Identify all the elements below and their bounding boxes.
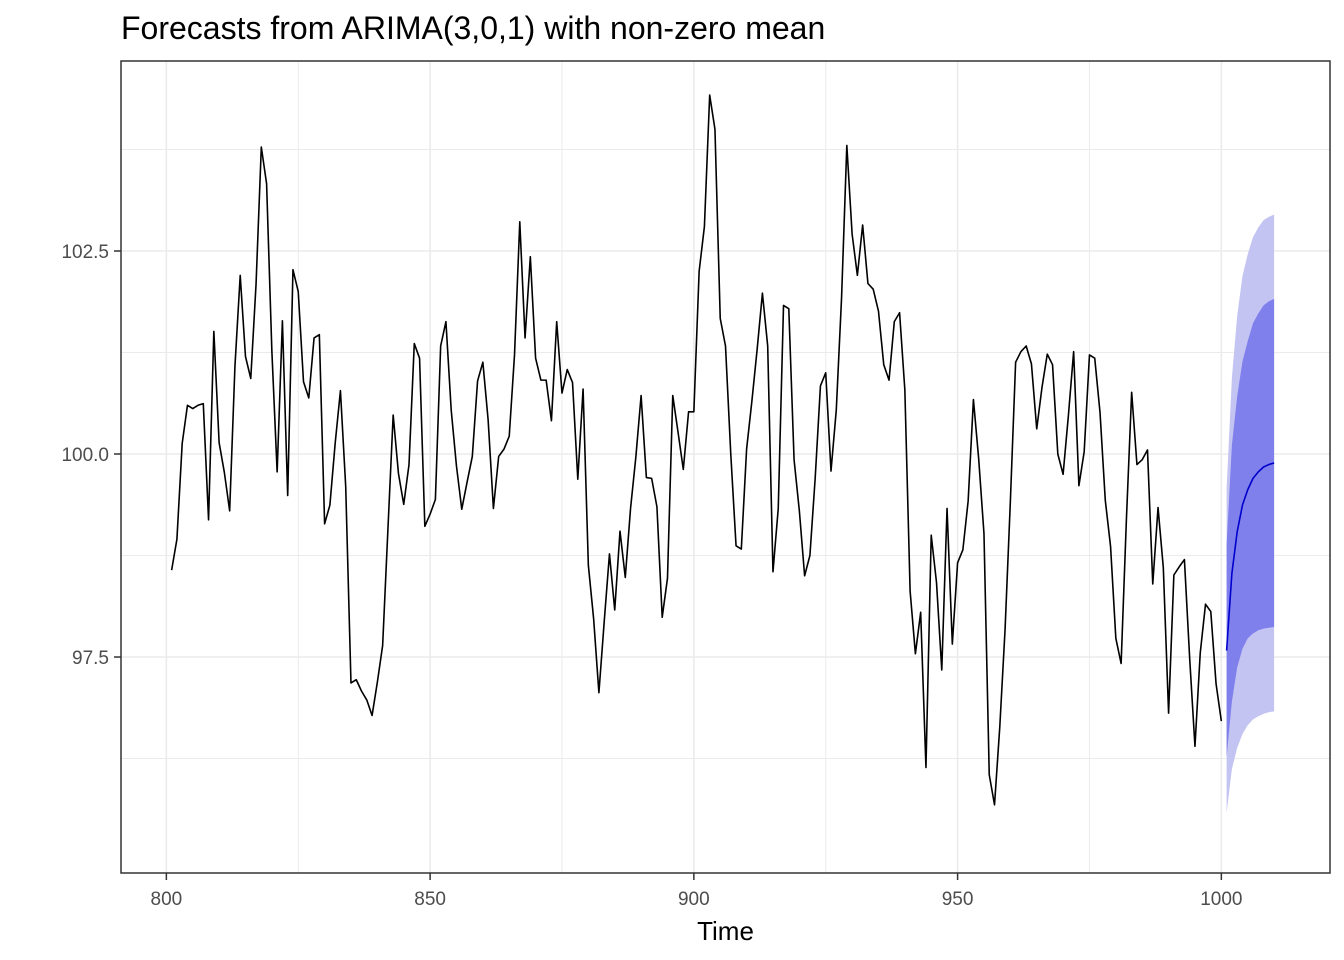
- x-tick-label: 950: [942, 889, 974, 910]
- x-tick-label: 800: [151, 889, 183, 910]
- x-axis-title: Time: [697, 916, 754, 946]
- y-tick-label: 100.0: [61, 445, 109, 466]
- x-axis: 800 850 900 950 1000: [151, 873, 1242, 910]
- chart-title: Forecasts from ARIMA(3,0,1) with non-zer…: [121, 10, 826, 46]
- forecast-band-80: [1226, 298, 1275, 757]
- observed-line: [170, 94, 1223, 806]
- y-tick-label: 97.5: [72, 648, 109, 669]
- forecast-mean-series: [1225, 462, 1275, 651]
- panel-border: [120, 60, 1331, 874]
- observed-series: [170, 94, 1223, 806]
- x-tick-label: 900: [678, 889, 710, 910]
- grid-major: [121, 61, 1330, 873]
- y-axis: 97.5 100.0 102.5: [61, 242, 121, 669]
- grid-minor: [121, 61, 1330, 873]
- x-tick-label: 850: [414, 889, 446, 910]
- x-tick-label: 1000: [1200, 889, 1242, 910]
- forecast-band-80-area: [1226, 298, 1275, 757]
- y-tick-label: 102.5: [61, 242, 109, 263]
- forecast-mean-line: [1225, 462, 1275, 651]
